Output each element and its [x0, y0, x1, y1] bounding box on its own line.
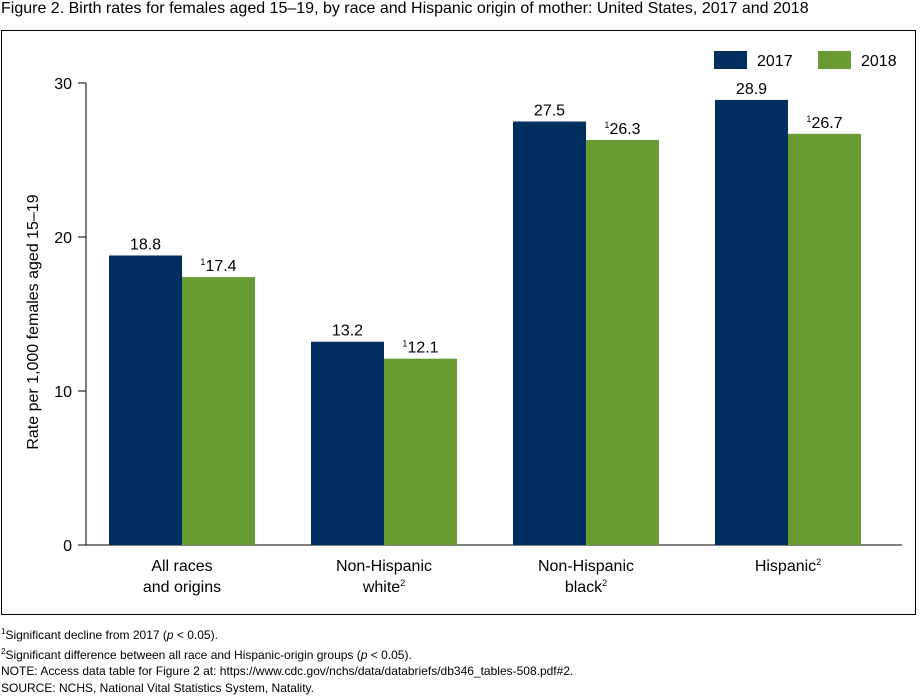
bar-2017 — [109, 255, 182, 545]
bar-value-label: 28.9 — [736, 81, 767, 98]
legend-label-2018: 2018 — [861, 53, 897, 70]
footnote-1-tail: < 0.05). — [174, 628, 218, 642]
bar-value-label: 112.1 — [402, 339, 438, 357]
y-tick-label: 20 — [54, 230, 72, 247]
category-label: black2 — [565, 578, 607, 596]
legend-swatch-2017 — [714, 51, 747, 69]
bar-value-label: 126.3 — [604, 120, 640, 138]
legend-swatch-2018 — [818, 51, 851, 69]
bar-value-label: 13.2 — [332, 323, 363, 340]
y-tick-label: 10 — [54, 384, 72, 401]
footnote-2: 2Significant difference between all race… — [1, 644, 573, 664]
category-label: white2 — [362, 578, 405, 596]
bar-value-text: 26.3 — [609, 121, 640, 138]
bar-2018 — [384, 359, 457, 545]
footnote-1: 1Significant decline from 2017 (p < 0.05… — [1, 624, 573, 644]
footnote-note: NOTE: Access data table for Figure 2 at:… — [1, 663, 573, 680]
category-label-marker: 2 — [602, 578, 607, 588]
footnote-1-text: Significant decline from 2017 ( — [5, 628, 166, 642]
figure-title: Figure 2. Birth rates for females aged 1… — [1, 0, 809, 18]
bar-value-label: 126.7 — [806, 114, 842, 132]
bar-value-text: 12.1 — [407, 340, 438, 357]
chart-frame: 0 10 20 30 Rate per 1,000 females aged 15–19… — [1, 30, 916, 615]
category-label-marker: 2 — [816, 557, 821, 567]
bar-value-text: 17.4 — [205, 258, 236, 275]
bar-2018 — [788, 134, 861, 545]
category-label: Hispanic2 — [755, 557, 821, 575]
footnote-2-tail: < 0.05). — [367, 648, 411, 662]
bar-2017 — [311, 342, 384, 545]
y-tick-label: 30 — [54, 76, 72, 93]
bar-2018 — [586, 140, 659, 545]
footnote-source: SOURCE: NCHS, National Vital Statistics … — [1, 680, 573, 696]
category-label-marker: 2 — [400, 578, 405, 588]
y-axis-label: Rate per 1,000 females aged 15–19 — [25, 194, 42, 449]
bar-value-label: 18.8 — [130, 236, 161, 253]
bar-value-text: 26.7 — [811, 115, 842, 132]
legend-label-2017: 2017 — [757, 53, 793, 70]
y-tick-label: 0 — [63, 538, 72, 555]
category-label: Non-Hispanic — [336, 558, 432, 575]
footnote-2-text: Significant difference between all race … — [5, 648, 360, 662]
bar-2018 — [182, 277, 255, 545]
category-label: and origins — [143, 579, 221, 596]
bar-2017 — [715, 100, 788, 545]
bar-value-label: 117.4 — [200, 257, 236, 275]
bar-value-label: 27.5 — [534, 103, 565, 120]
category-label: All races — [151, 558, 212, 575]
bar-chart: 0 10 20 30 Rate per 1,000 females aged 15–19… — [2, 31, 915, 614]
footnote-1-p: p — [167, 628, 174, 642]
bar-2017 — [513, 122, 586, 546]
category-label: Non-Hispanic — [538, 558, 634, 575]
footnotes: 1Significant decline from 2017 (p < 0.05… — [1, 624, 573, 696]
